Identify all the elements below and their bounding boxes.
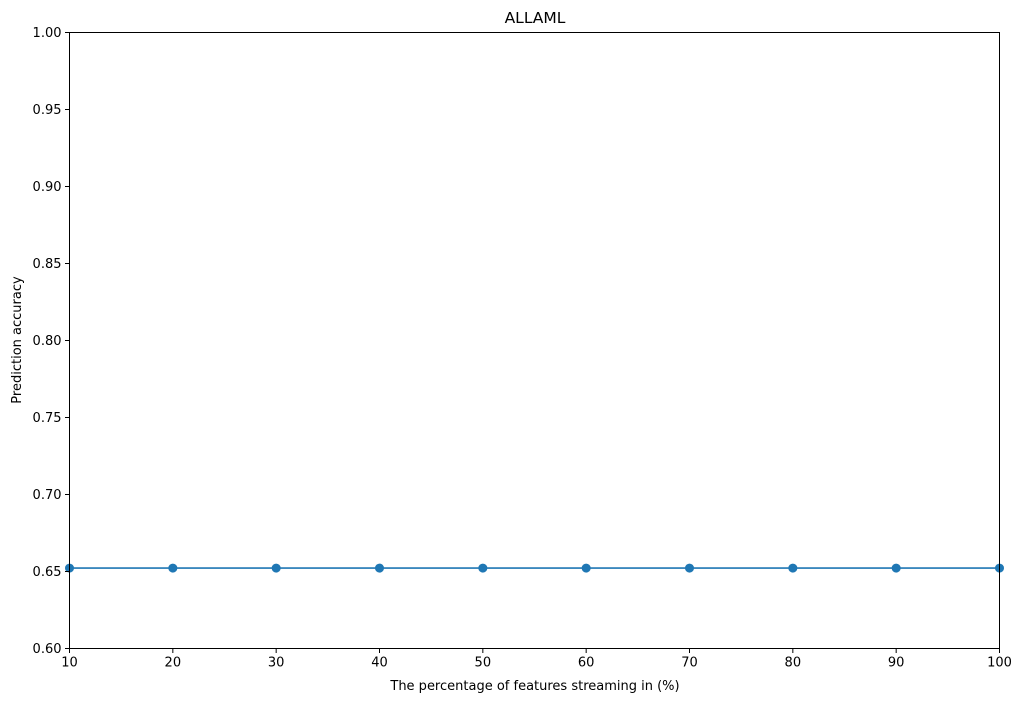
y-axis-label: Prediction accuracy: [10, 276, 25, 404]
data-point: [685, 563, 694, 573]
x-tick-label: 70: [681, 656, 698, 671]
data-point: [891, 563, 901, 573]
data-point: [788, 563, 798, 573]
x-axis: 10 20 30 40 50 60 70 80 90 100: [61, 648, 1012, 671]
x-tick-label: 10: [61, 656, 78, 671]
x-tick-label: 80: [785, 656, 802, 671]
y-axis: 0.60 0.65 0.70 0.75 0.80 0.85 0.90 0.95 1.00: [33, 26, 70, 657]
x-tick-label: 40: [371, 656, 388, 671]
y-tick-label: 0.95: [33, 103, 62, 118]
y-tick-label: 0.75: [33, 411, 62, 426]
data-point: [271, 563, 281, 573]
series-layer: [65, 563, 1004, 573]
x-tick-label: 60: [578, 656, 595, 671]
data-point: [478, 563, 488, 573]
data-point: [375, 563, 384, 573]
data-point: [168, 563, 178, 573]
chart-title: ALLAML: [505, 9, 566, 27]
x-tick-label: 90: [888, 656, 905, 671]
y-tick-label: 0.60: [33, 642, 62, 657]
x-tick-label: 20: [165, 656, 182, 671]
y-tick-label: 0.65: [33, 565, 62, 580]
data-point: [581, 563, 591, 573]
x-axis-label: The percentage of features streaming in …: [389, 679, 679, 694]
y-tick-label: 1.00: [33, 26, 62, 41]
x-tick-label: 50: [475, 656, 492, 671]
x-tick-label: 100: [987, 656, 1012, 671]
y-tick-label: 0.90: [33, 180, 62, 195]
x-tick-label: 30: [268, 656, 285, 671]
y-tick-label: 0.80: [33, 334, 62, 349]
y-tick-label: 0.70: [33, 488, 62, 503]
y-tick-label: 0.85: [33, 257, 62, 272]
